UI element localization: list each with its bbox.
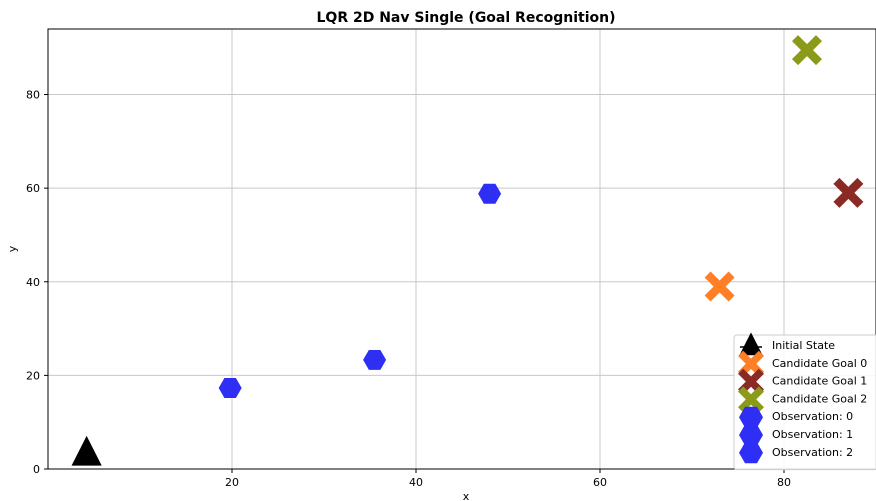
x-axis-label: x [463, 490, 470, 501]
ticks: 20 40 60 80 0 20 40 60 80 [26, 89, 791, 489]
data-point [478, 183, 502, 204]
legend-label: Candidate Goal 0 [772, 357, 867, 370]
y-axis-label: y [6, 245, 19, 252]
legend-marker [739, 406, 763, 428]
data-point [704, 271, 735, 302]
y-tick-label: 40 [26, 276, 40, 289]
legend: Initial State Candidate Goal 0 Candidate G… [733, 332, 876, 471]
data-points [71, 35, 864, 466]
plot-frame [47, 28, 876, 470]
legend-label: Observation: 1 [772, 428, 853, 441]
chart-title: LQR 2D Nav Single (Goal Recognition) [317, 10, 616, 26]
data-point [363, 349, 387, 370]
x-tick-label: 20 [225, 476, 239, 489]
data-point [71, 435, 102, 466]
legend-box [733, 334, 876, 471]
legend-label: Candidate Goal 2 [772, 392, 867, 405]
y-tick-label: 80 [26, 89, 40, 102]
legend-marker [739, 442, 763, 464]
y-tick-label: 60 [26, 182, 40, 195]
legend-label: Observation: 0 [772, 410, 853, 423]
data-point [792, 35, 822, 66]
y-tick-label: 0 [33, 463, 40, 476]
legend-label: Observation: 2 [772, 446, 853, 459]
data-point [218, 378, 242, 398]
legend-marker [738, 386, 764, 413]
legend-marker [739, 332, 763, 356]
x-tick-label: 60 [593, 476, 607, 489]
x-tick-label: 40 [409, 476, 423, 489]
legend-marker [739, 424, 763, 446]
x-tick-label: 80 [777, 476, 791, 489]
data-point [833, 177, 864, 208]
y-tick-label: 20 [26, 369, 40, 382]
legend-label: Candidate Goal 1 [772, 375, 867, 388]
legend-label: Initial State [772, 339, 835, 352]
